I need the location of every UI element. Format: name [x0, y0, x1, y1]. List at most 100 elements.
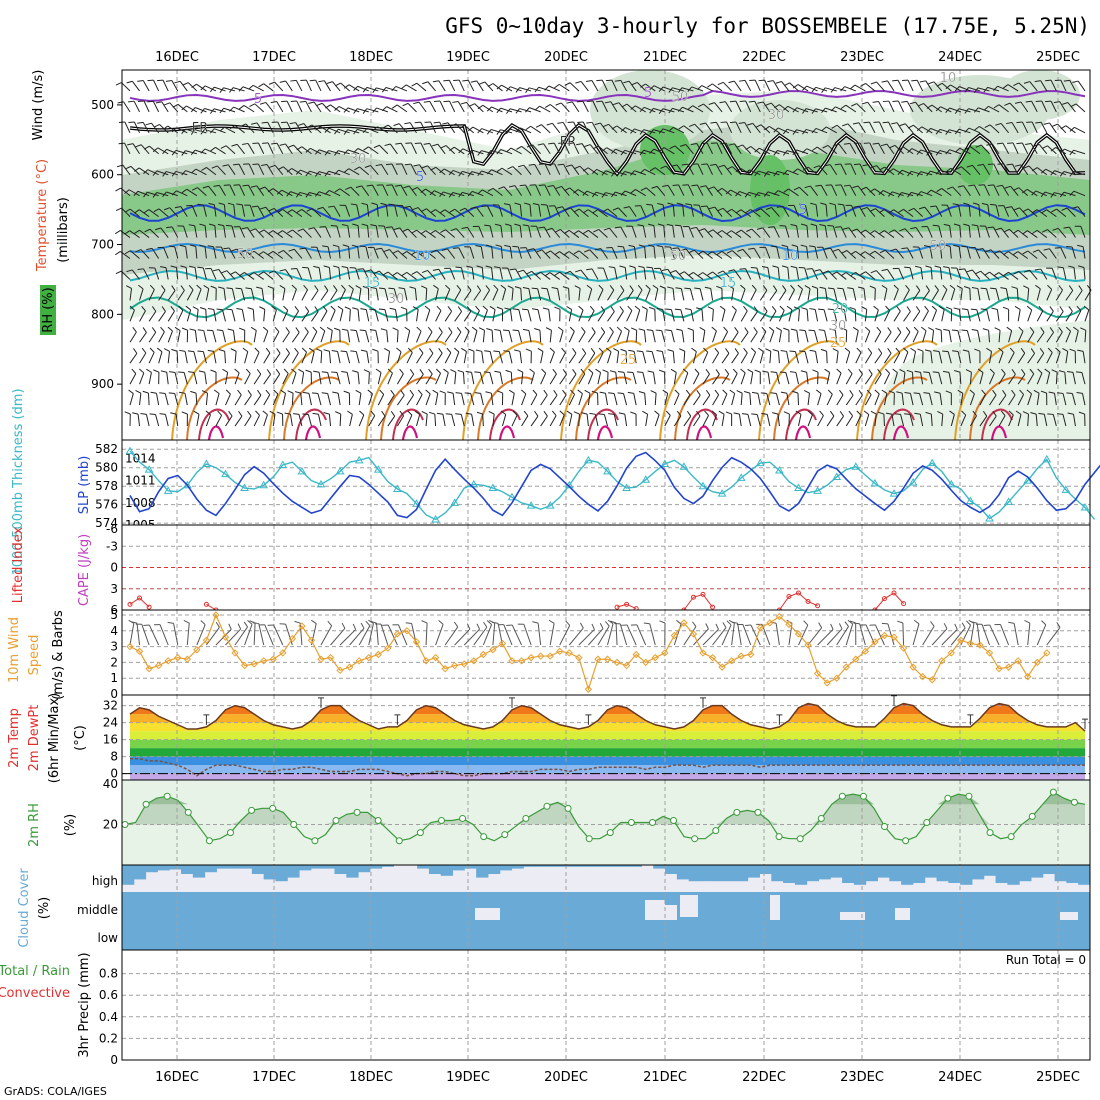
wind-barb-feather: [898, 146, 904, 151]
wind-barb-feather: [1023, 285, 1029, 289]
wind-barb: [195, 246, 198, 259]
wind-barb-feather: [217, 223, 224, 227]
wind-barb-feather: [331, 350, 338, 352]
wind-barb: [990, 249, 1000, 259]
wind-barb-feather: [531, 287, 538, 290]
wind-barb-feather: [355, 389, 362, 394]
wind-barb: [845, 394, 854, 406]
wind-barb-feather: [679, 348, 685, 352]
cloud-high-bar: [960, 865, 973, 885]
wind-barb-feather: [735, 191, 740, 197]
wind-barb-feather: [526, 270, 533, 275]
wind-barb-feather: [147, 100, 154, 103]
wind-barb-feather: [210, 146, 216, 152]
series-lifted-index-segment: [129, 597, 150, 608]
date-label-20dec: 20DEC: [544, 50, 588, 65]
date-label-21dec: 21DEC: [643, 1070, 687, 1085]
wind-barb: [1055, 289, 1063, 301]
lifted-index-marker: [146, 604, 152, 610]
wind-barb: [582, 101, 589, 113]
wind-barb-feather: [334, 188, 341, 193]
wind-barb-feather: [209, 108, 215, 114]
wind-barb: [410, 142, 417, 154]
wind-barb-feather: [162, 171, 167, 177]
wind-barb: [967, 309, 971, 322]
wind-barb: [419, 164, 427, 175]
wind-barb-feather: [262, 326, 269, 332]
wind-barb: [338, 169, 350, 176]
wind-barb: [635, 330, 638, 343]
wind-barb: [998, 373, 1006, 385]
wind-barb: [874, 353, 883, 364]
wind-barb-feather: [135, 249, 142, 253]
wind-barb-feather: [505, 128, 511, 135]
wind-barb-feather: [812, 146, 818, 151]
wind-barb-feather: [949, 410, 955, 415]
wind-barb-feather: [564, 207, 571, 211]
wind-barb-feather: [448, 327, 453, 333]
wind-barb-feather: [493, 284, 499, 290]
wind-barb-feather: [467, 191, 473, 197]
wind-speed-marker: [1014, 657, 1022, 665]
contour-temp-30: [674, 376, 731, 441]
wind-barb-feather: [588, 368, 594, 374]
contour-label: 30: [768, 108, 785, 123]
wind-barb: [533, 248, 542, 259]
wind-barb: [597, 209, 608, 218]
wind-barb-feather: [901, 247, 908, 250]
wind-barb: [614, 171, 627, 176]
wind-barb-feather: [324, 190, 330, 195]
wind-barb-feather: [231, 143, 238, 147]
wind-barb-feather: [213, 389, 220, 394]
wind-speed-marker: [221, 633, 230, 641]
wind-barb-feather: [534, 86, 540, 93]
wind-barb: [635, 309, 641, 322]
wind-barb-feather: [685, 203, 692, 206]
wind-barb-feather: [114, 251, 121, 256]
wind-barb: [1012, 163, 1019, 175]
wind-barb: [409, 206, 417, 217]
wind-barb-feather: [973, 107, 979, 113]
wind-barb-feather: [674, 224, 682, 227]
wind-barb: [500, 246, 503, 259]
wind-barb-feather: [138, 284, 144, 290]
wind-barb: [541, 124, 551, 134]
wind-barb: [276, 101, 284, 113]
wind-barb-feather: [731, 305, 737, 311]
wind-barb-feather: [131, 621, 138, 624]
wind-barb: [210, 268, 217, 280]
wind-barb: [325, 226, 332, 238]
wind-barb: [510, 86, 522, 92]
wind-barb-feather: [167, 621, 174, 624]
wind-barb: [601, 100, 608, 113]
wind-barb-feather: [907, 148, 913, 154]
wind-barb: [444, 626, 459, 646]
wind-barb: [645, 289, 651, 301]
wind-barb: [254, 103, 265, 113]
wind-barb-feather: [515, 108, 520, 114]
wind-barb-feather: [462, 79, 469, 82]
wind-barb: [236, 144, 245, 155]
wind-barb: [796, 129, 809, 134]
wind-barb-feather: [630, 327, 637, 331]
wind-barb-feather: [1015, 410, 1022, 415]
wind-barb-feather: [1013, 207, 1020, 211]
wind-barb-feather: [312, 412, 319, 415]
wind-barb-feather: [200, 148, 206, 154]
wind-barb: [204, 129, 217, 134]
rh-shading-band: [870, 320, 1090, 440]
wind-speed-marker: [240, 661, 249, 670]
wind-barb: [347, 330, 351, 343]
wind-barb-feather: [563, 229, 570, 234]
wind-barb-feather: [254, 347, 260, 353]
wind-barb-feather: [849, 306, 856, 310]
wind-barb-feather: [609, 370, 616, 373]
wind-barb-feather: [906, 306, 911, 312]
wind-barb: [482, 309, 488, 322]
wind-barb-feather: [616, 326, 622, 332]
wind-barb-feather: [860, 271, 866, 276]
rh-marker: [902, 837, 910, 845]
wind-barb-feather: [410, 251, 417, 256]
wind-barb-feather: [930, 621, 935, 627]
wind-barb: [788, 289, 795, 301]
